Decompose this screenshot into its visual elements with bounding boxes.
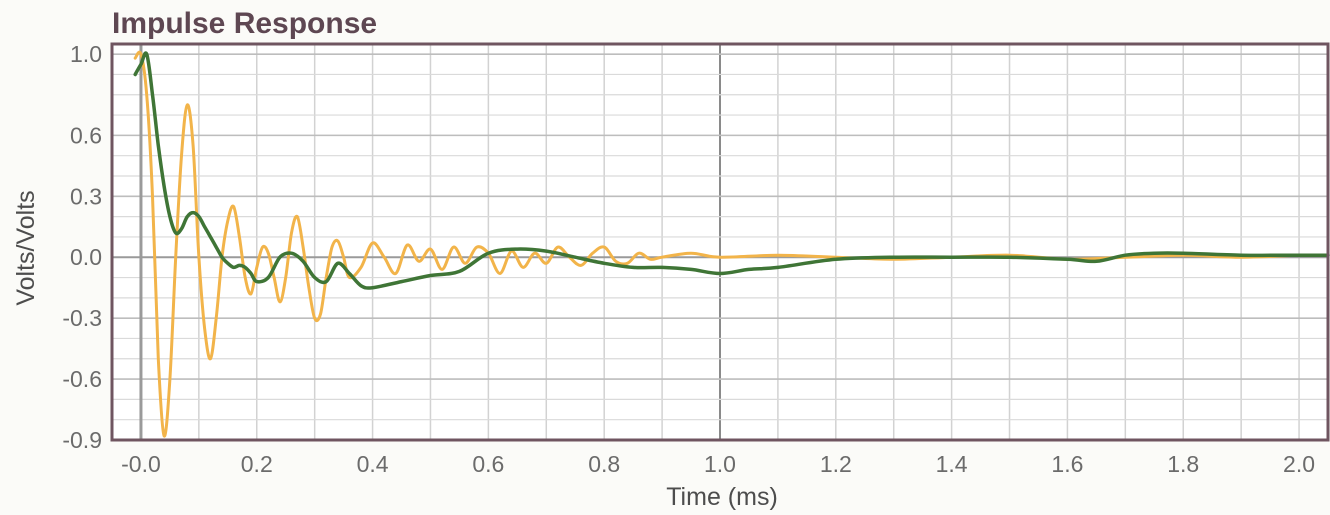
- series-line-orange: [133, 50, 1330, 438]
- series-lines: [133, 50, 1330, 438]
- x-tick-label: 2.0: [1283, 451, 1315, 477]
- series-line-green: [133, 51, 1330, 290]
- chart-title: Impulse Response: [112, 7, 377, 40]
- y-tick-label: 0.3: [70, 183, 102, 209]
- x-tick-label: 0.6: [472, 451, 504, 477]
- x-tick-label: 0.4: [357, 451, 389, 477]
- y-tick-labels: 1.0 0.6 0.3 0.0 -0.3 -0.6 -0.9: [62, 41, 102, 453]
- x-tick-labels: -0.0 0.2 0.4 0.6 0.8 1.0 1.2 1.4 1.6 1.8 2.0: [121, 451, 1315, 477]
- y-tick-label: 0.0: [70, 244, 102, 270]
- x-tick-label: -0.0: [121, 451, 161, 477]
- x-tick-label: 1.8: [1167, 451, 1199, 477]
- y-tick-label: 1.0: [70, 41, 102, 67]
- x-tick-label: 1.2: [820, 451, 852, 477]
- x-tick-label: 0.2: [241, 451, 273, 477]
- x-tick-label: 1.4: [936, 451, 968, 477]
- x-axis-label: Time (ms): [666, 483, 778, 511]
- y-tick-label: -0.9: [62, 427, 102, 453]
- y-tick-label: -0.6: [62, 366, 102, 392]
- x-tick-label: 0.8: [588, 451, 620, 477]
- y-axis-label: Volts/Volts: [12, 190, 40, 305]
- plot-frame: [110, 42, 1330, 442]
- y-tick-label: 0.6: [70, 122, 102, 148]
- x-tick-label: 1.0: [704, 451, 736, 477]
- x-tick-label: 1.6: [1051, 451, 1083, 477]
- y-tick-label: -0.3: [62, 305, 102, 331]
